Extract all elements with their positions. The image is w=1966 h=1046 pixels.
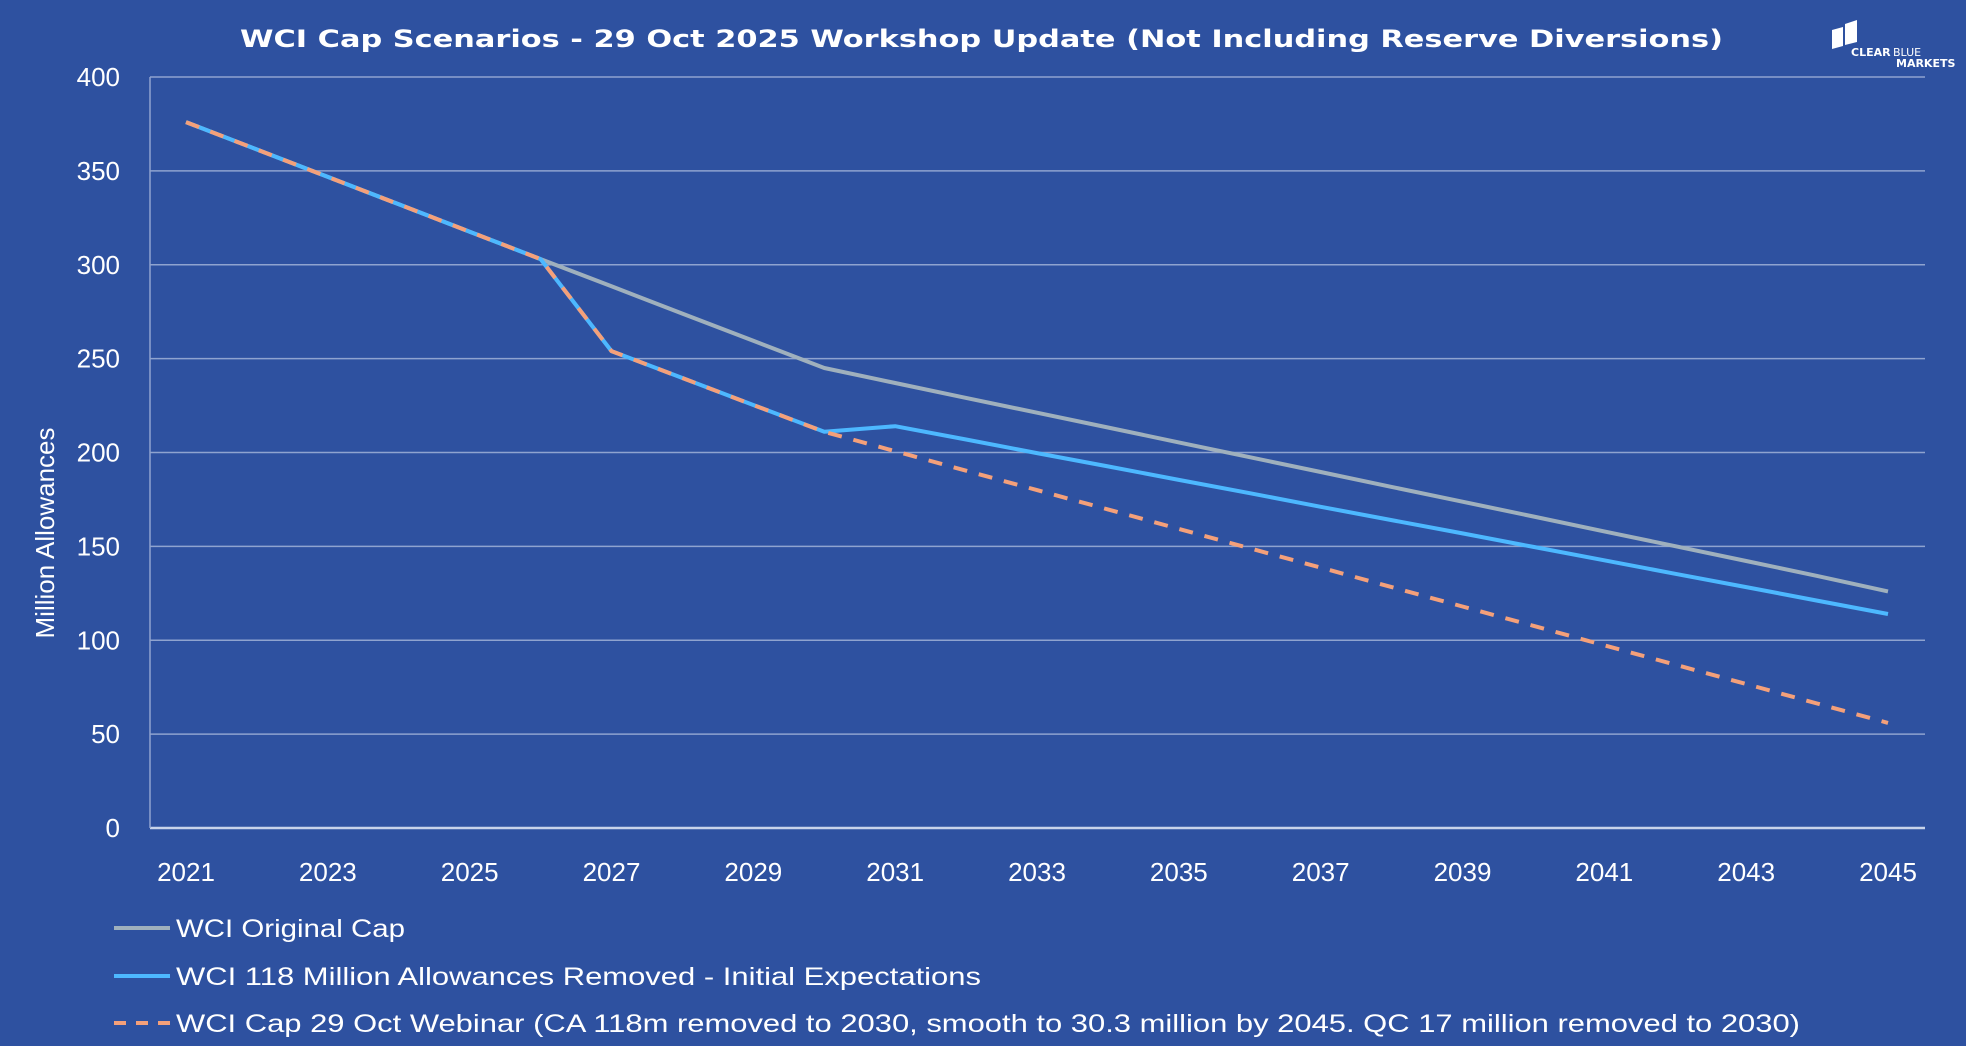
y-tick-label: 200	[77, 438, 120, 468]
series-line-0	[185, 120, 1889, 594]
y-tick-label: 250	[77, 344, 120, 374]
chart-title: WCI Cap Scenarios - 29 Oct 2025 Workshop…	[240, 25, 1723, 53]
legend-label: WCI 118 Million Allowances Removed - Ini…	[176, 963, 981, 991]
logo-text-clear: CLEAR	[1851, 46, 1891, 59]
x-tick-label: 2023	[299, 857, 357, 887]
y-tick-label: 150	[77, 531, 120, 561]
y-tick-label: 400	[77, 62, 120, 92]
x-tick-label: 2035	[1150, 857, 1208, 887]
legend: WCI Original Cap WCI 118 Million Allowan…	[114, 915, 1800, 1038]
y-tick-label: 50	[91, 719, 120, 749]
x-tick-label: 2043	[1717, 857, 1775, 887]
y-tick-labels: 0 50 100 150 200 250 300 350 400	[77, 62, 120, 843]
legend-label: WCI Cap 29 Oct Webinar (CA 118m removed …	[176, 1010, 1800, 1038]
y-tick-label: 0	[106, 813, 120, 843]
y-tick-label: 300	[77, 250, 120, 280]
x-tick-label: 2033	[1008, 857, 1066, 887]
legend-label: WCI Original Cap	[176, 915, 405, 943]
x-tick-label: 2027	[583, 857, 641, 887]
y-tick-label: 350	[77, 156, 120, 186]
logo-flag-icon	[1845, 20, 1857, 45]
x-tick-label: 2031	[866, 857, 924, 887]
x-tick-label: 2025	[441, 857, 499, 887]
x-tick-label: 2041	[1575, 857, 1633, 887]
y-tick-label: 100	[77, 625, 120, 655]
series-line-1	[185, 120, 1889, 616]
logo-flag-icon	[1832, 27, 1843, 49]
y-axis-title: Million Allowances	[30, 428, 60, 639]
legend-item-initial-expectations[interactable]: WCI 118 Million Allowances Removed - Ini…	[114, 963, 981, 991]
legend-item-oct-webinar[interactable]: WCI Cap 29 Oct Webinar (CA 118m removed …	[114, 1010, 1800, 1038]
series-lines	[185, 120, 1889, 725]
legend-item-original-cap[interactable]: WCI Original Cap	[114, 915, 405, 943]
x-tick-label: 2039	[1434, 857, 1492, 887]
x-tick-label: 2021	[157, 857, 215, 887]
logo-text-blue: BLUE	[1893, 46, 1921, 59]
x-tick-label: 2037	[1292, 857, 1350, 887]
x-tick-label: 2045	[1859, 857, 1917, 887]
x-tick-label: 2029	[724, 857, 782, 887]
series-line-2	[185, 120, 1889, 725]
logo-text-markets: MARKETS	[1896, 57, 1955, 70]
logo: CLEAR BLUE MARKETS	[1832, 20, 1955, 70]
x-tick-labels: 2021 2023 2025 2027 2029 2031 2033 2035 2037 2039…	[157, 857, 1917, 887]
